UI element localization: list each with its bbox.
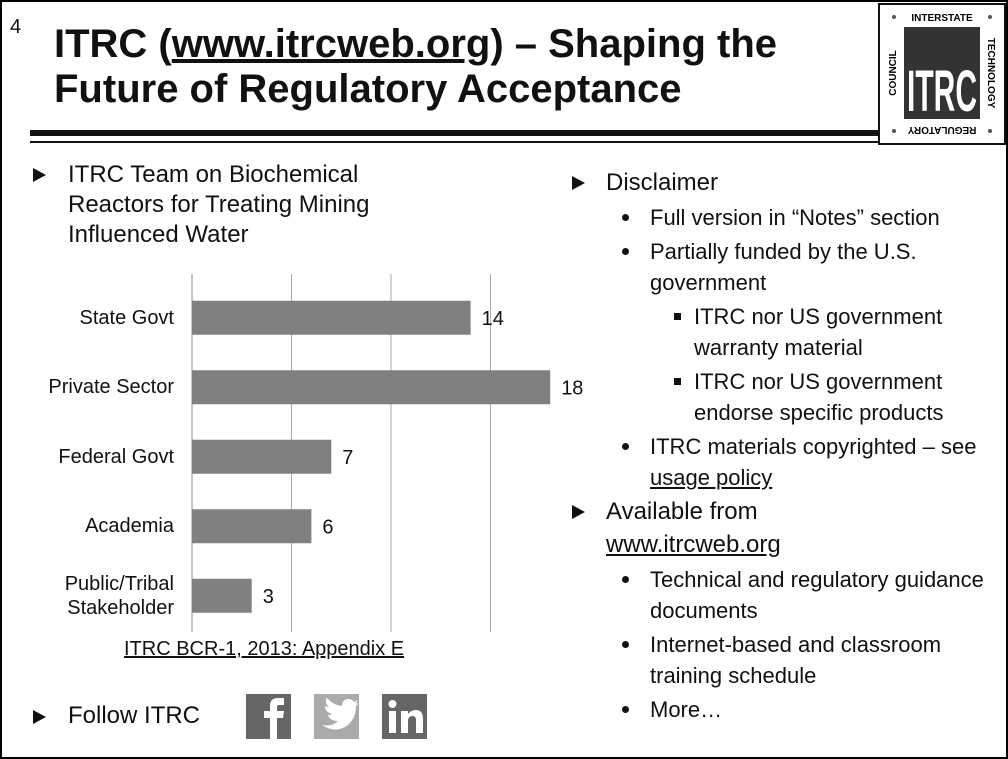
item-text: Internet-based and classroom training sc… — [650, 632, 942, 688]
bullet-marker — [674, 313, 681, 320]
bullet-text: ITRC Team on Biochemical Reactors for Tr… — [68, 161, 370, 248]
list-item: More… — [557, 694, 1002, 725]
list-item: ITRC nor US government endorse specific … — [557, 366, 994, 428]
item-text: ITRC materials copyrighted – see — [650, 434, 977, 459]
logo-text: TECHNOLOGY — [985, 38, 996, 109]
bullet-marker — [622, 641, 629, 648]
bar — [192, 509, 312, 544]
bullet-marker — [33, 168, 46, 182]
bar — [192, 439, 332, 474]
title-rule — [30, 141, 880, 143]
logo-text: INTERSTATE — [911, 13, 973, 24]
right-column: Disclaimer Full version in “Notes” sectio… — [557, 164, 1006, 725]
value-label: 6 — [322, 516, 333, 538]
item-link[interactable]: www.itrcweb.org — [606, 531, 781, 558]
category-label: State Govt — [79, 306, 175, 329]
bullet-marker — [622, 214, 629, 221]
list-item: Full version in “Notes” section — [557, 202, 1002, 233]
list-item: Technical and regulatory guidance docume… — [557, 564, 1002, 626]
category-label: Public/Tribal Stakeholder — [64, 572, 174, 619]
bar — [192, 578, 252, 613]
logo-text: ITRC — [907, 59, 977, 124]
list-item: ITRC nor US government warranty material — [557, 301, 994, 363]
facebook-icon[interactable] — [246, 694, 291, 739]
category-label: Federal Govt — [58, 445, 174, 468]
item-text: Technical and regulatory guidance docume… — [650, 567, 984, 623]
bullet-marker — [622, 248, 629, 255]
twitter-icon[interactable] — [314, 694, 359, 739]
list-item: Partially funded by the U.S. government — [557, 236, 1002, 298]
chart-source[interactable]: ITRC BCR-1, 2013: Appendix E — [124, 638, 405, 660]
bar — [192, 370, 551, 405]
slide-number: 4 — [10, 16, 22, 38]
item-text: Disclaimer — [606, 169, 719, 196]
item-text: ITRC nor US government endorse specific … — [694, 369, 944, 425]
item-text: Partially funded by the U.S. government — [650, 239, 917, 295]
bullet-marker — [33, 710, 46, 724]
bullet-marker — [622, 706, 629, 713]
slide-title: ITRC (www.itrcweb.org) – Shaping the Fut… — [54, 22, 884, 112]
list-item: ITRC materials copyrighted – see usage p… — [557, 431, 1002, 493]
bullet-marker — [622, 443, 629, 450]
list-item: Disclaimer — [557, 166, 986, 199]
item-text: More… — [650, 697, 723, 722]
bar — [192, 300, 471, 335]
linkedin-icon[interactable] — [382, 694, 427, 739]
social-icons — [246, 694, 427, 739]
title-rule — [30, 130, 880, 136]
category-label: Academia — [85, 515, 174, 538]
item-link[interactable]: usage policy — [650, 465, 773, 490]
logo-text: REGULATORY — [907, 124, 976, 135]
bullet-marker — [572, 505, 585, 519]
item-text: ITRC nor US government warranty material — [694, 304, 943, 360]
logo: ITRC INTERSTATE TECHNOLOGY REGULATORY CO… — [878, 3, 1006, 145]
title-text: ITRC ( — [54, 22, 172, 66]
logo-text: COUNCIL — [888, 50, 899, 96]
list-item: Available from www.itrcweb.org — [557, 495, 986, 561]
item-text: Available from — [606, 498, 758, 525]
follow-text: Follow ITRC — [68, 702, 201, 729]
item-text: Full version in “Notes” section — [650, 205, 940, 230]
bullet-marker — [622, 576, 629, 583]
title-text: Future of Regulatory Acceptance — [54, 67, 682, 111]
logo-block — [904, 27, 980, 119]
bullet-marker — [674, 378, 681, 385]
value-label: 18 — [561, 377, 583, 399]
value-label: 3 — [263, 586, 274, 608]
title-link[interactable]: www.itrcweb.org — [171, 22, 491, 66]
bullet-marker — [572, 176, 585, 190]
title-text: ) – Shaping the — [490, 22, 778, 66]
value-label: 7 — [342, 447, 353, 469]
list-item: Internet-based and classroom training sc… — [557, 629, 1002, 691]
value-label: 14 — [482, 308, 504, 330]
category-label: Private Sector — [48, 376, 174, 399]
